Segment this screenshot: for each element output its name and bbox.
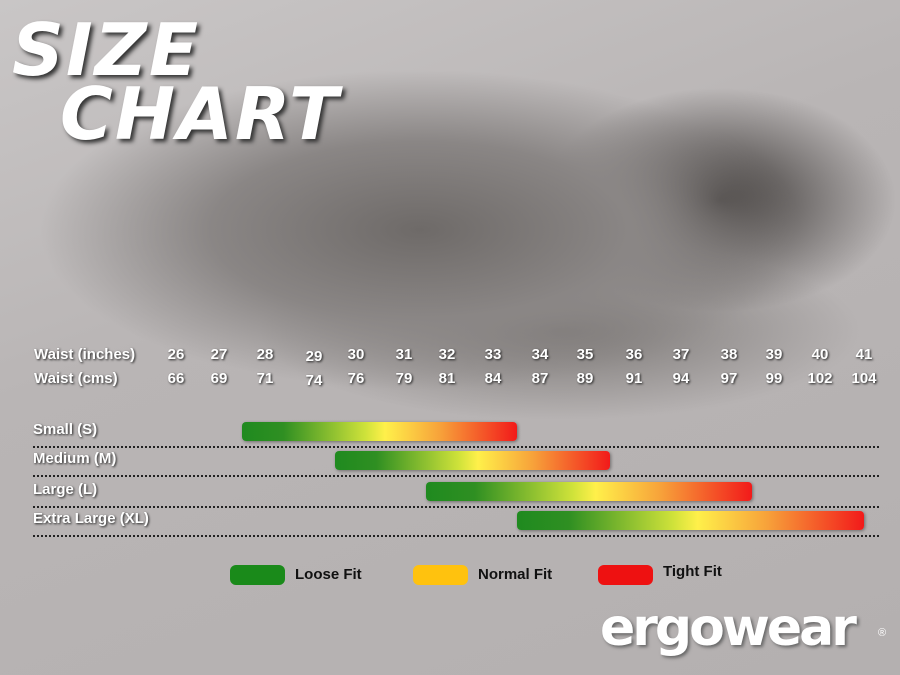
tick-inches: 33 (484, 346, 502, 363)
row-divider (33, 506, 879, 508)
tick-inches: 41 (855, 346, 873, 363)
tick-inches: 35 (576, 346, 594, 363)
tick-inches: 40 (811, 346, 829, 363)
row-divider (33, 475, 879, 477)
tick-inches: 31 (395, 346, 413, 363)
tick-cms: 79 (395, 370, 413, 387)
tick-inches: 37 (672, 346, 690, 363)
tick-cms: 76 (347, 370, 365, 387)
waist-cms-label: Waist (cms) (34, 370, 118, 387)
tick-cms: 91 (625, 370, 643, 387)
size-range-bar (425, 482, 752, 501)
legend-label: Tight Fit (663, 563, 722, 580)
tick-cms: 89 (576, 370, 594, 387)
ergowear-logo: ergowear (600, 598, 857, 658)
legend-swatch (413, 565, 468, 585)
size-range-bar (335, 451, 610, 470)
tick-inches: 36 (625, 346, 643, 363)
tick-inches: 34 (531, 346, 549, 363)
size-label: Large (L) (33, 481, 98, 498)
tick-inches: 26 (167, 346, 185, 363)
legend-swatch (598, 565, 653, 585)
tick-inches: 29 (305, 348, 323, 365)
size-label: Small (S) (33, 421, 98, 438)
size-range-bar (516, 511, 864, 530)
legend-swatch (230, 565, 285, 585)
title-line-1: SIZE (12, 8, 201, 92)
row-divider (33, 535, 879, 537)
tick-inches: 30 (347, 346, 365, 363)
size-label: Medium (M) (33, 450, 117, 467)
tick-inches: 38 (720, 346, 738, 363)
tick-cms: 102 (807, 370, 833, 387)
tick-cms: 94 (672, 370, 690, 387)
tick-cms: 69 (210, 370, 228, 387)
tick-cms: 87 (531, 370, 549, 387)
tick-cms: 74 (305, 372, 323, 389)
tick-inches: 27 (210, 346, 228, 363)
tick-inches: 28 (256, 346, 274, 363)
registered-mark: ® (878, 627, 887, 639)
size-range-bar (242, 422, 517, 441)
legend-label: Normal Fit (478, 566, 553, 583)
tick-cms: 99 (765, 370, 783, 387)
tick-cms: 81 (438, 370, 456, 387)
waist-inches-label: Waist (inches) (34, 346, 136, 363)
tick-cms: 104 (851, 370, 877, 387)
row-divider (33, 446, 879, 448)
tick-cms: 84 (484, 370, 502, 387)
tick-inches: 39 (765, 346, 783, 363)
tick-cms: 71 (256, 370, 274, 387)
title-line-2: CHART (60, 72, 341, 156)
size-label: Extra Large (XL) (33, 510, 149, 527)
tick-inches: 32 (438, 346, 456, 363)
legend-label: Loose Fit (295, 566, 362, 583)
tick-cms: 97 (720, 370, 738, 387)
tick-cms: 66 (167, 370, 185, 387)
